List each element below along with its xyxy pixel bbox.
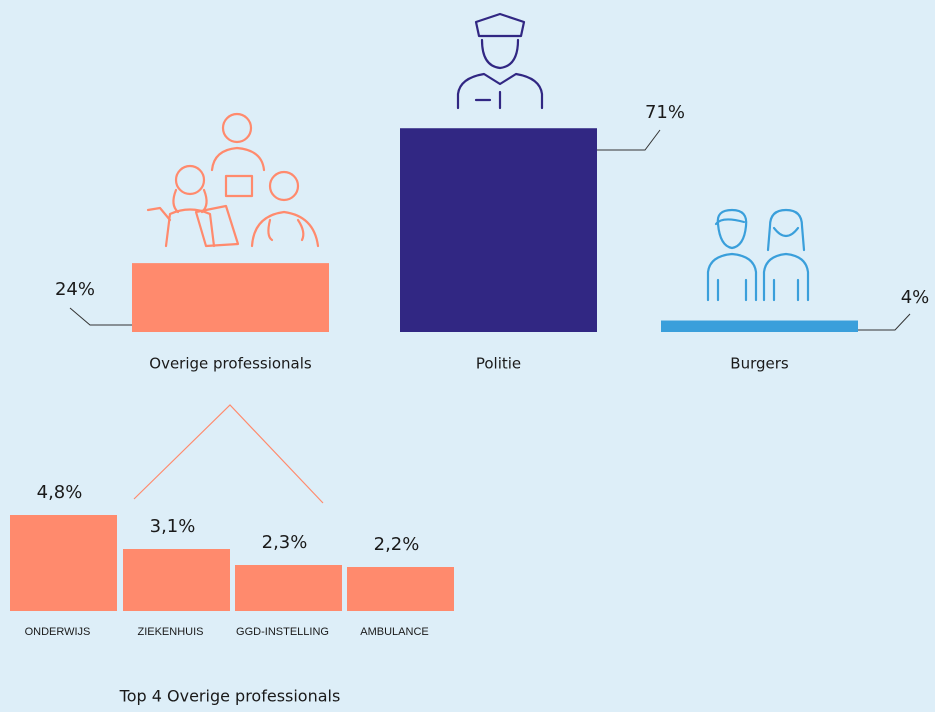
bar	[235, 565, 342, 611]
value-label: 2,2%	[374, 534, 420, 555]
bar	[123, 549, 230, 611]
citizens-icon	[706, 208, 810, 302]
value-label: 24%	[55, 279, 95, 300]
value-label: 2,3%	[262, 532, 308, 553]
value-label: 4%	[901, 287, 930, 308]
leader-line	[858, 313, 911, 331]
category-label: ZIEKENHUIS	[137, 626, 203, 638]
category-label: ONDERWIJS	[25, 626, 91, 638]
category-label: AMBULANCE	[360, 626, 428, 638]
bar	[400, 128, 597, 332]
value-label: 3,1%	[150, 516, 196, 537]
category-label: Overige professionals	[149, 355, 312, 373]
professionals-icon	[146, 112, 320, 248]
leader-line	[69, 307, 132, 326]
bar	[132, 263, 329, 332]
category-label: Burgers	[730, 355, 789, 373]
chart-title: Top 4 Overige professionals	[119, 687, 341, 706]
police-icon	[456, 12, 544, 110]
connector	[133, 404, 324, 504]
value-label: 4,8%	[37, 482, 83, 503]
bar	[661, 320, 858, 332]
value-label: 71%	[645, 102, 685, 123]
leader-line	[597, 129, 661, 151]
category-label: GGD-INSTELLING	[236, 626, 329, 638]
bar	[10, 515, 117, 611]
category-label: Politie	[476, 355, 521, 373]
bar	[347, 567, 454, 611]
